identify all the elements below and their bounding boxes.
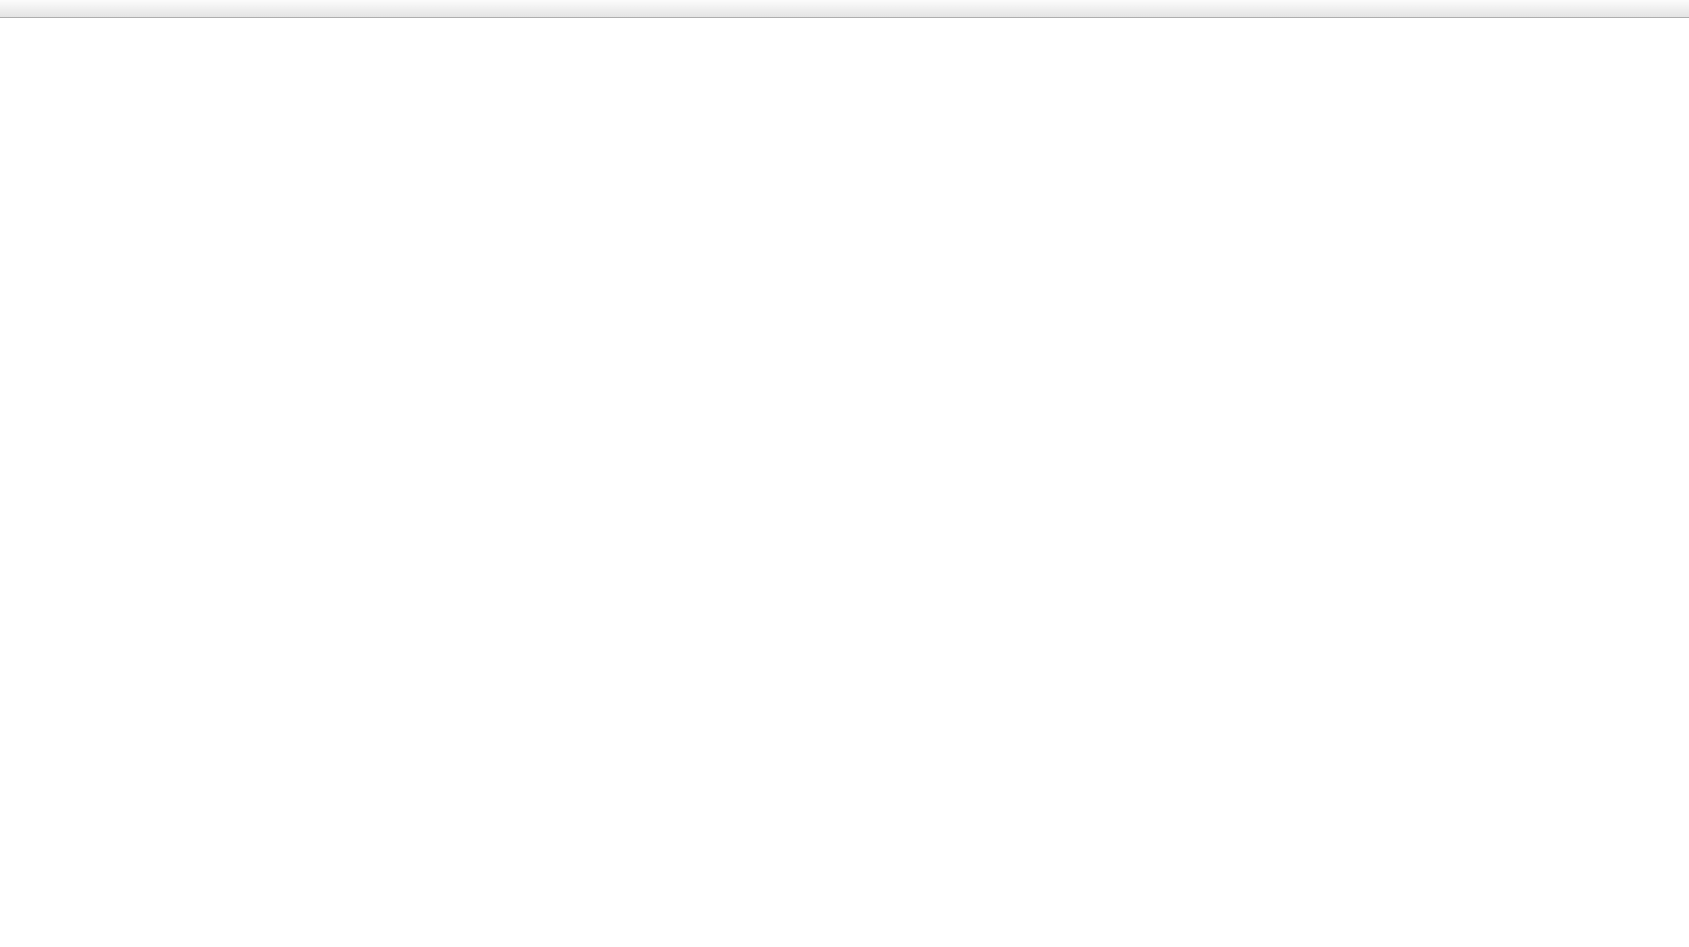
chart-canvas[interactable] <box>0 18 300 168</box>
main-toolbar <box>0 0 1689 18</box>
chart-window[interactable] <box>0 18 1689 947</box>
